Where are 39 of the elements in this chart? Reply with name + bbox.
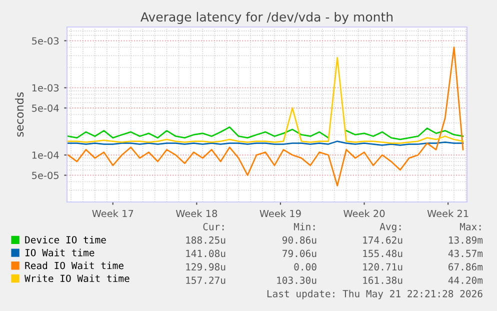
legend-label: Write IO Wait time xyxy=(24,274,130,282)
x-tick-label: Week 21 xyxy=(427,210,468,218)
line-series xyxy=(67,56,464,144)
y-tick-label: 5e-04 xyxy=(32,104,59,112)
text: 44.20m xyxy=(448,276,483,284)
text: 174.62u xyxy=(363,236,402,244)
text: Max: xyxy=(460,223,481,230)
y-axis-title: seconds xyxy=(15,92,24,137)
text: Last update: Thu May 21 22:21:28 2026 xyxy=(267,290,482,300)
text: 155.48u xyxy=(363,250,402,258)
y-tick-label: 5e-05 xyxy=(32,172,59,180)
x-tick-label: Week 19 xyxy=(260,210,301,218)
text: 90.86u xyxy=(282,236,316,244)
y-tick-label: 5e-03 xyxy=(32,37,59,45)
text: 129.98u xyxy=(186,263,226,271)
text: 157.27u xyxy=(186,276,226,284)
legend-label: Device IO time xyxy=(25,236,106,244)
text: 161.38u xyxy=(363,276,402,284)
text: 13.89m xyxy=(449,236,483,244)
y-tick-label: 1e-03 xyxy=(32,84,59,92)
text: Avg: xyxy=(380,223,401,232)
text: 43.57m xyxy=(448,250,483,258)
text: 120.71u xyxy=(363,263,402,271)
text: Cur: xyxy=(203,222,224,230)
text: 79.06u xyxy=(282,250,316,258)
line-series xyxy=(67,46,464,186)
legend-label: Read IO Wait time xyxy=(25,262,124,270)
text: 188.25u xyxy=(186,236,226,244)
text: 0.00 xyxy=(294,263,316,271)
chart-title: Average latency for /dev/vda - by month xyxy=(140,12,392,24)
legend-label: IO Wait time xyxy=(25,248,94,256)
x-tick-label: Week 17 xyxy=(92,210,134,218)
text: 141.08u xyxy=(186,250,226,258)
x-tick-label: Week 18 xyxy=(176,210,218,218)
y-tick-label: 1e-04 xyxy=(32,151,59,159)
text: 103.30u xyxy=(277,276,316,284)
text: 67.86m xyxy=(448,263,483,271)
x-tick-label: Week 20 xyxy=(344,210,385,218)
text: Min: xyxy=(294,222,315,230)
